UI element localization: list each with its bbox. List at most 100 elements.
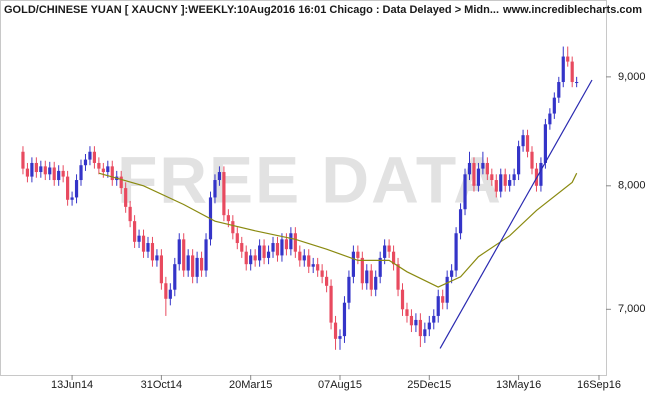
candle-body bbox=[307, 255, 311, 267]
candle-body bbox=[351, 251, 355, 277]
candle-body bbox=[458, 209, 463, 234]
candle-body bbox=[146, 243, 150, 252]
candle-body bbox=[298, 251, 302, 261]
candle-body bbox=[391, 251, 396, 265]
candle-body bbox=[119, 176, 123, 189]
candle-body bbox=[360, 257, 364, 284]
candle-body bbox=[275, 243, 280, 256]
candle-body bbox=[539, 162, 543, 186]
candle-body bbox=[521, 135, 525, 147]
candle-body bbox=[374, 276, 378, 290]
x-tick-label: 13Jun14 bbox=[51, 379, 93, 391]
chart-title: GOLD/CHINESE YUAN [ XAUCNY ]:WEEKLY:10Au… bbox=[4, 4, 499, 16]
candle-body bbox=[342, 302, 347, 337]
candle-body bbox=[490, 174, 494, 181]
candle-body bbox=[141, 235, 146, 252]
source: www.incrediblecharts.com bbox=[502, 4, 642, 16]
candle-body bbox=[124, 188, 128, 207]
candle-body bbox=[365, 270, 369, 284]
candle-body bbox=[503, 174, 507, 186]
candle-body bbox=[525, 135, 530, 152]
candle-body bbox=[575, 82, 579, 84]
candle-body bbox=[338, 336, 342, 339]
candle-body bbox=[302, 255, 306, 261]
candle-body bbox=[226, 215, 230, 222]
candle-body bbox=[369, 270, 373, 290]
candle-body bbox=[231, 221, 235, 234]
candle-body bbox=[445, 276, 449, 303]
line bbox=[439, 79, 593, 349]
candle-body bbox=[409, 315, 414, 326]
candle-body bbox=[557, 82, 561, 98]
candle-body bbox=[155, 255, 159, 261]
x-tick-label: 20Mar15 bbox=[229, 379, 272, 391]
candle-body bbox=[320, 270, 324, 277]
candle-body bbox=[92, 151, 97, 163]
x-tick-label: 13May16 bbox=[496, 379, 541, 391]
candle-body bbox=[128, 206, 132, 222]
candle-body bbox=[427, 322, 431, 330]
candle-body bbox=[383, 245, 387, 258]
candle-body bbox=[39, 166, 43, 173]
candle-body bbox=[548, 113, 552, 125]
candle-body bbox=[244, 251, 248, 265]
candle-body bbox=[235, 233, 239, 244]
candle-body bbox=[454, 233, 458, 271]
candle-body bbox=[561, 56, 565, 83]
candle-body bbox=[132, 221, 137, 242]
candle-body bbox=[400, 289, 405, 310]
candle-body bbox=[481, 162, 485, 169]
candle-body bbox=[333, 322, 338, 339]
candle-body bbox=[494, 180, 498, 192]
candle-body bbox=[70, 197, 74, 200]
candle-body bbox=[271, 243, 275, 252]
candle-body bbox=[213, 180, 217, 198]
candle-body bbox=[57, 170, 61, 181]
candle-body bbox=[79, 165, 83, 181]
candle-body bbox=[137, 235, 141, 242]
candle-body bbox=[396, 264, 400, 290]
candle-body bbox=[284, 239, 289, 250]
candle-body bbox=[293, 233, 297, 252]
candle-body bbox=[543, 124, 547, 163]
candle-body bbox=[101, 168, 105, 173]
y-tick-label: 9,000 bbox=[618, 71, 646, 83]
y-tick-label: 7,000 bbox=[618, 303, 646, 315]
y-tick-label: 8,000 bbox=[618, 180, 646, 192]
candle-body bbox=[199, 257, 204, 271]
candle-body bbox=[25, 168, 30, 177]
candle-body bbox=[164, 283, 168, 299]
candle-body bbox=[97, 162, 101, 169]
candle-body bbox=[52, 167, 56, 181]
candle-body bbox=[258, 245, 262, 261]
candle-body bbox=[472, 162, 476, 186]
candle-body bbox=[106, 166, 110, 173]
candle-body bbox=[173, 264, 177, 290]
x-tick-label: 31Oct14 bbox=[141, 379, 183, 391]
candle-body bbox=[61, 170, 65, 177]
candle-body bbox=[34, 162, 38, 173]
candle-body bbox=[177, 239, 181, 265]
candle-body bbox=[266, 251, 271, 258]
candle-body bbox=[485, 162, 489, 175]
candle-body bbox=[48, 167, 52, 175]
x-tick-label: 25Dec15 bbox=[407, 379, 451, 391]
candle-body bbox=[463, 174, 467, 210]
candle-body bbox=[508, 180, 512, 186]
candle-body bbox=[159, 255, 163, 284]
candle-body bbox=[280, 239, 284, 256]
candle-body bbox=[88, 151, 92, 160]
candle-body bbox=[110, 166, 114, 181]
candle-body bbox=[414, 319, 418, 326]
candle-body bbox=[325, 276, 329, 286]
candle-body bbox=[182, 239, 186, 271]
candle-body bbox=[329, 285, 333, 323]
candle-body bbox=[467, 162, 472, 175]
candle-body bbox=[476, 168, 481, 186]
candle-body bbox=[552, 97, 556, 114]
candle-body bbox=[347, 276, 351, 303]
candle-body bbox=[66, 176, 70, 200]
line bbox=[98, 172, 578, 288]
